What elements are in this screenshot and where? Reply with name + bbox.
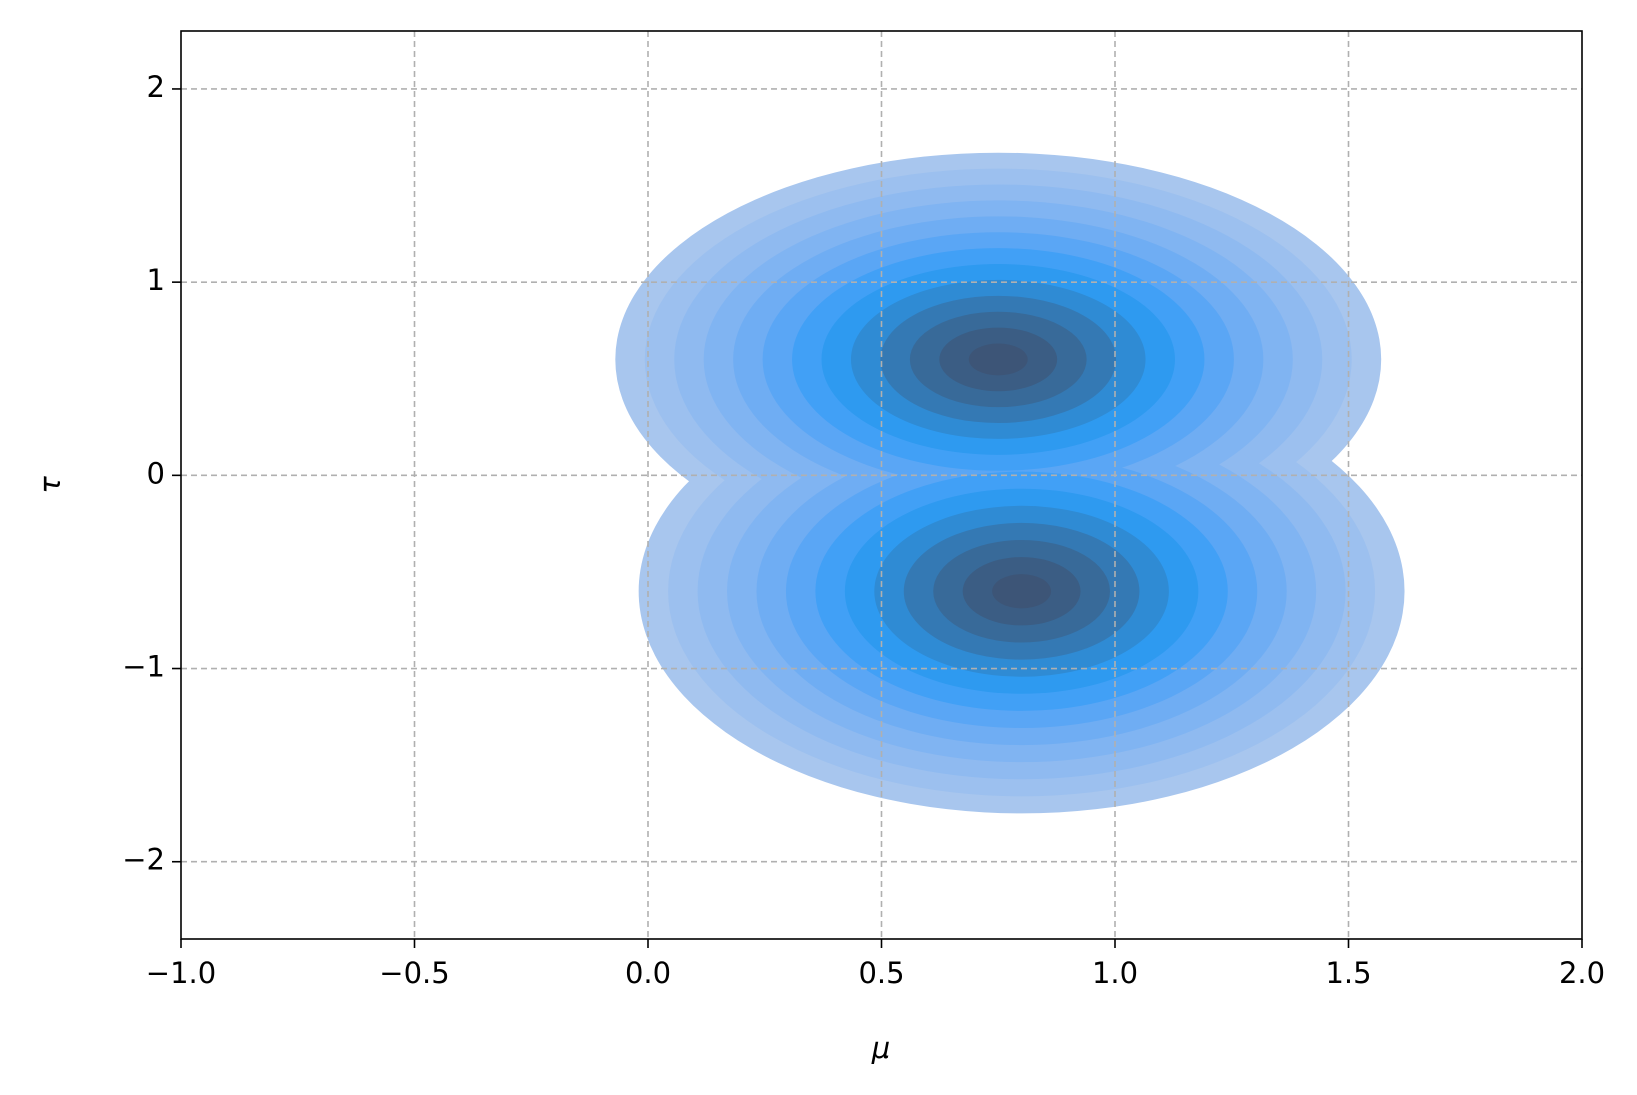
x-tick-label: 1.5	[1325, 956, 1371, 990]
y-axis-label: τ	[33, 476, 67, 494]
x-tick-label: 2.0	[1559, 956, 1605, 990]
density	[615, 152, 1405, 814]
x-axis-label: μ	[871, 1031, 890, 1065]
y-tick-label: 0	[147, 456, 165, 490]
density-level	[992, 574, 1052, 609]
x-tick-label: 1.0	[1092, 956, 1138, 990]
grid	[181, 31, 1582, 939]
y-tick-label: −1	[122, 650, 165, 684]
x-tick-label: −1.0	[146, 956, 216, 990]
y-tick-label: 1	[147, 263, 165, 297]
y-tick-label: −2	[122, 843, 165, 877]
x-tick-label: −0.5	[379, 956, 449, 990]
y-tick-label: 2	[147, 70, 165, 104]
x-tick-label: 0.5	[858, 956, 904, 990]
density-level	[968, 343, 1028, 376]
x-tick-label: 0.0	[625, 956, 671, 990]
